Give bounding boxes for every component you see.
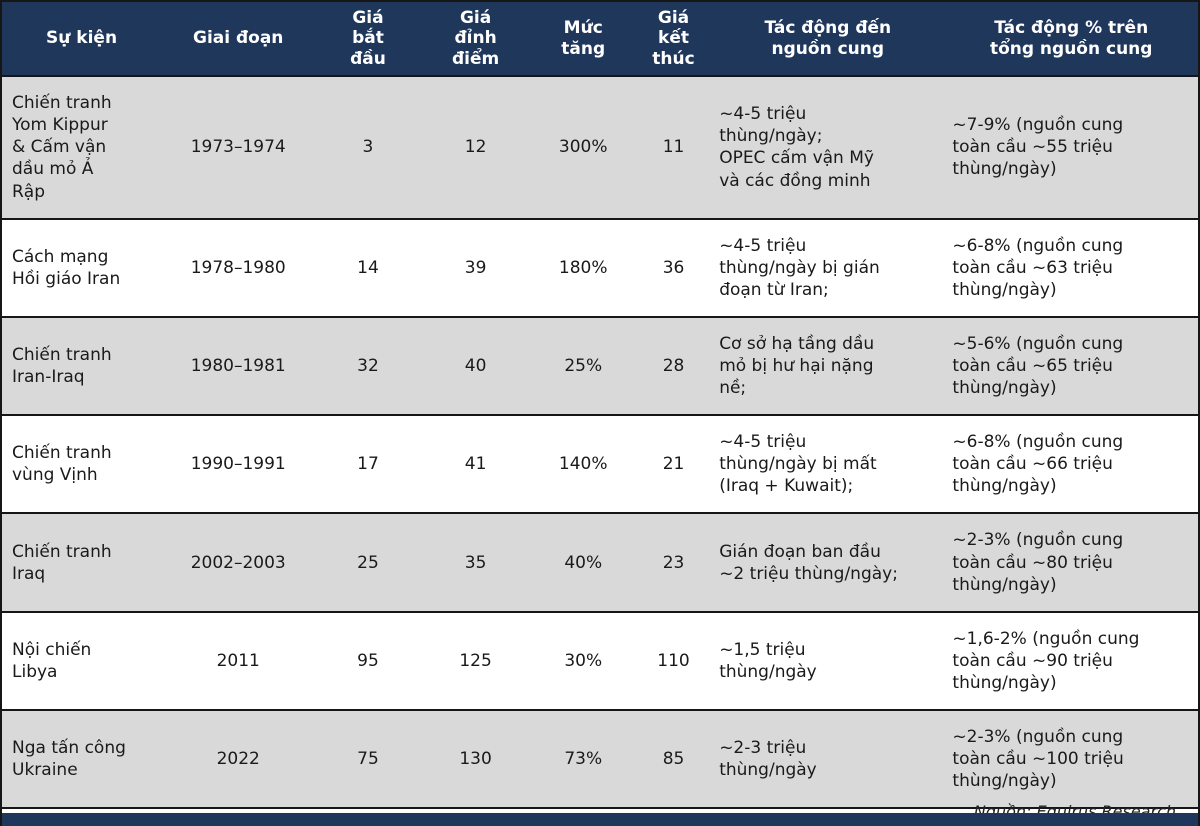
cell-period: 1978–1980 [161,218,316,318]
cell-start-price: 75 [315,710,421,810]
cell-supply-impact: ~1,5 triệu thùng/ngày [711,611,945,712]
cell-supply-impact-pct: ~2-3% (nguồn cung toàn cầu ~80 triệu thù… [944,513,1198,613]
oil-crisis-table: Sự kiện Giai đoạn Giá bắt đầu Giá đỉnh đ… [2,0,1198,810]
cell-supply-impact: ~4-5 triệu thùng/ngày bị gián đoạn từ Ir… [711,218,945,318]
col-header-end-price: Giá kết thúc [635,1,712,78]
col-header-supply-impact-pct: Tác động % trên tổng nguồn cung [944,1,1198,78]
cell-end-price: 21 [635,415,712,515]
cell-increase: 300% [530,76,636,220]
col-header-peak-price: Giá đỉnh điểm [420,1,531,78]
table-row: Nga tấn công Ukraine 2022 75 130 73% 85 … [2,710,1198,810]
table-row: Cách mạng Hồi giáo Iran 1978–1980 14 39 … [2,218,1198,318]
col-header-increase: Mức tăng [530,1,636,78]
cell-supply-impact: Cơ sở hạ tầng dầu mỏ bị hư hại nặng nề; [711,316,945,417]
cell-peak-price: 125 [420,611,531,712]
cell-peak-price: 35 [420,513,531,613]
cell-peak-price: 12 [420,76,531,220]
col-header-period: Giai đoạn [161,1,316,78]
cell-supply-impact-pct: ~2-3% (nguồn cung toàn cầu ~100 triệu th… [944,710,1198,810]
cell-period: 2022 [161,710,316,810]
cell-increase: 73% [530,710,636,810]
cell-end-price: 28 [635,316,712,417]
cell-period: 1990–1991 [161,415,316,515]
cell-end-price: 36 [635,218,712,318]
cell-start-price: 17 [315,415,421,515]
cell-supply-impact-pct: ~7-9% (nguồn cung toàn cầu ~55 triệu thù… [944,76,1198,220]
cell-period: 1980–1981 [161,316,316,417]
cell-peak-price: 130 [420,710,531,810]
cell-peak-price: 39 [420,218,531,318]
cell-end-price: 11 [635,76,712,220]
cell-supply-impact: ~2-3 triệu thùng/ngày [711,710,945,810]
cell-event: Nga tấn công Ukraine [2,710,162,810]
cell-increase: 25% [530,316,636,417]
table-row: Nội chiến Libya 2011 95 125 30% 110 ~1,5… [2,611,1198,712]
cell-event: Chiến tranh Iran-Iraq [2,316,162,417]
cell-start-price: 95 [315,611,421,712]
cell-start-price: 14 [315,218,421,318]
cell-event: Chiến tranh Iraq [2,513,162,613]
cell-peak-price: 40 [420,316,531,417]
header-row: Sự kiện Giai đoạn Giá bắt đầu Giá đỉnh đ… [2,1,1198,78]
cell-supply-impact-pct: ~5-6% (nguồn cung toàn cầu ~65 triệu thù… [944,316,1198,417]
table-row: Chiến tranh vùng Vịnh 1990–1991 17 41 14… [2,415,1198,515]
cell-supply-impact-pct: ~6-8% (nguồn cung toàn cầu ~63 triệu thù… [944,218,1198,318]
table-row: Chiến tranh Yom Kippur & Cấm vận dầu mỏ … [2,76,1198,220]
cell-event: Chiến tranh Yom Kippur & Cấm vận dầu mỏ … [2,76,162,220]
cell-start-price: 3 [315,76,421,220]
cell-event: Cách mạng Hồi giáo Iran [2,218,162,318]
cell-period: 2011 [161,611,316,712]
cell-increase: 30% [530,611,636,712]
cell-supply-impact: ~4-5 triệu thùng/ngày; OPEC cấm vận Mỹ v… [711,76,945,220]
cell-supply-impact-pct: ~6-8% (nguồn cung toàn cầu ~66 triệu thù… [944,415,1198,515]
cell-increase: 40% [530,513,636,613]
cell-start-price: 25 [315,513,421,613]
table-row: Chiến tranh Iran-Iraq 1980–1981 32 40 25… [2,316,1198,417]
cell-supply-impact-pct: ~1,6-2% (nguồn cung toàn cầu ~90 triệu t… [944,611,1198,712]
cell-event: Nội chiến Libya [2,611,162,712]
cell-supply-impact: Gián đoạn ban đầu ~2 triệu thùng/ngày; [711,513,945,613]
cell-start-price: 32 [315,316,421,417]
cell-period: 2002–2003 [161,513,316,613]
col-header-event: Sự kiện [2,1,162,78]
cell-increase: 140% [530,415,636,515]
bottom-bar [2,813,1198,826]
cell-event: Chiến tranh vùng Vịnh [2,415,162,515]
col-header-start-price: Giá bắt đầu [315,1,421,78]
cell-supply-impact: ~4-5 triệu thùng/ngày bị mất (Iraq + Kuw… [711,415,945,515]
table-row: Chiến tranh Iraq 2002–2003 25 35 40% 23 … [2,513,1198,613]
cell-end-price: 110 [635,611,712,712]
cell-end-price: 23 [635,513,712,613]
cell-peak-price: 41 [420,415,531,515]
col-header-supply-impact: Tác động đến nguồn cung [711,1,945,78]
cell-increase: 180% [530,218,636,318]
cell-period: 1973–1974 [161,76,316,220]
cell-end-price: 85 [635,710,712,810]
